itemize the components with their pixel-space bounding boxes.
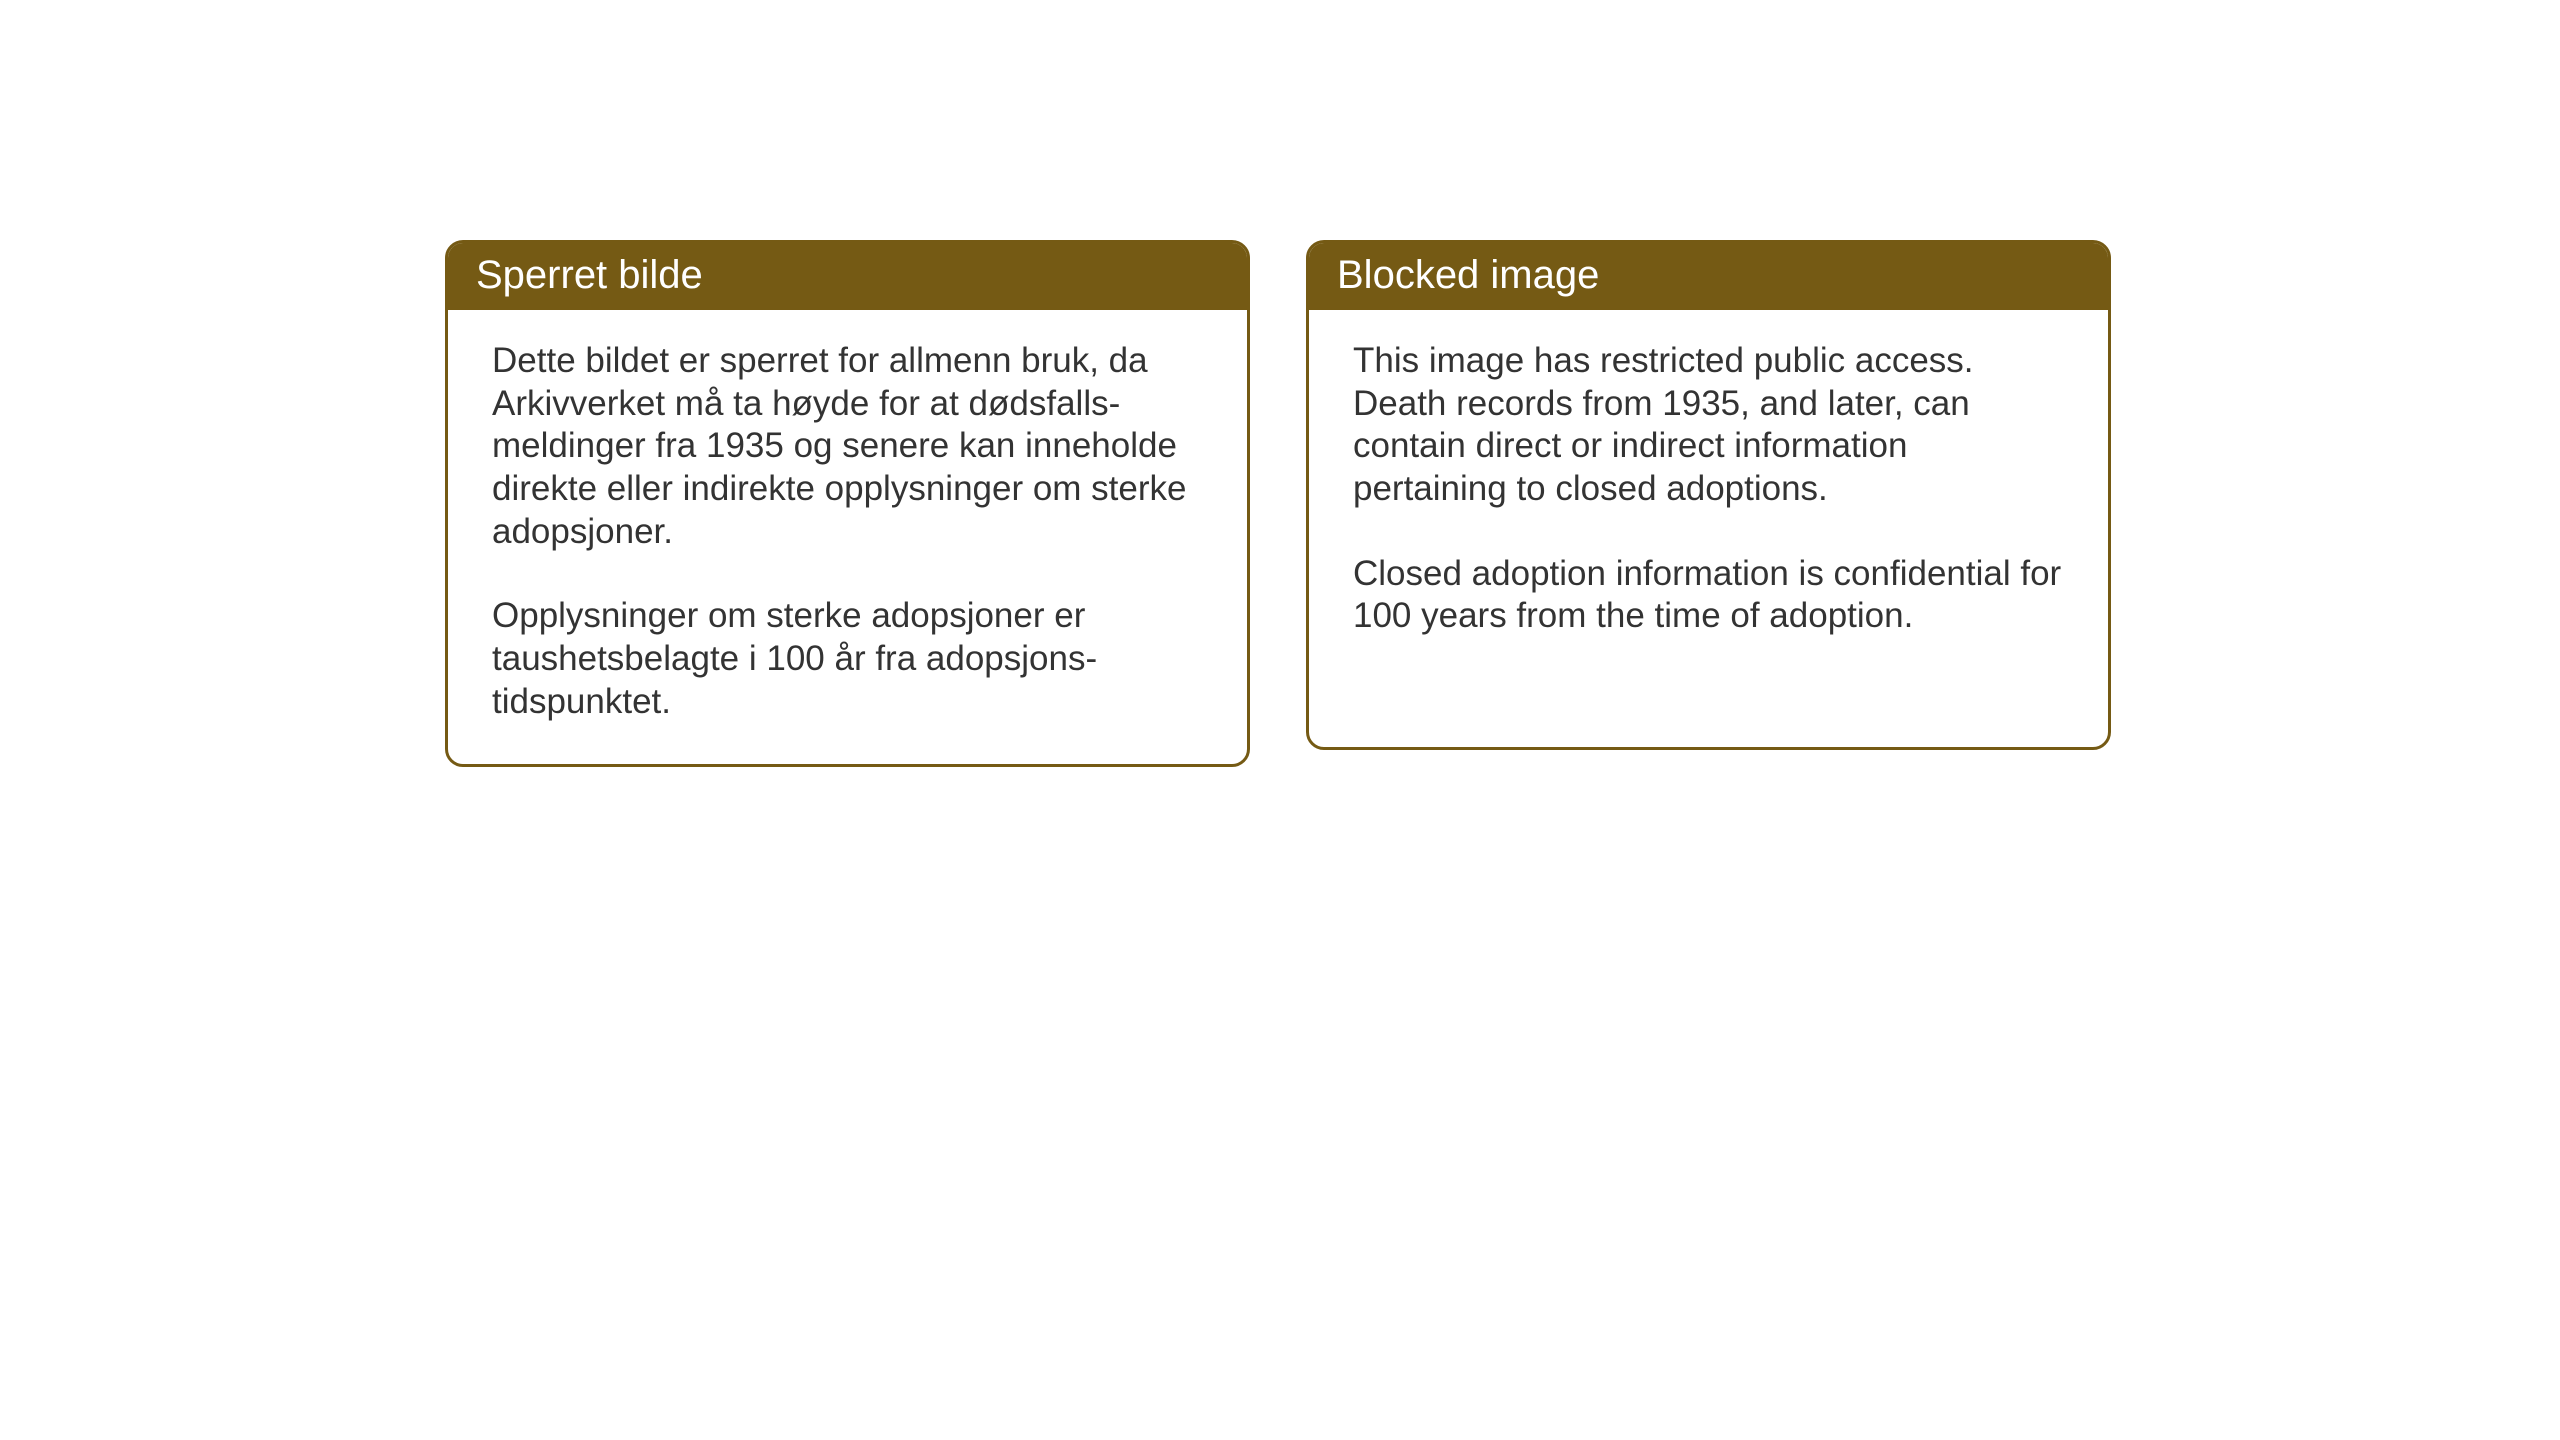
- notice-card-norwegian: Sperret bilde Dette bildet er sperret fo…: [445, 240, 1250, 767]
- card-body-english: This image has restricted public access.…: [1309, 310, 2108, 678]
- card-paragraph-2-english: Closed adoption information is confident…: [1353, 553, 2064, 638]
- card-header-english: Blocked image: [1309, 243, 2108, 310]
- card-paragraph-1-norwegian: Dette bildet er sperret for allmenn bruk…: [492, 340, 1203, 553]
- card-paragraph-2-norwegian: Opplysninger om sterke adopsjoner er tau…: [492, 595, 1203, 723]
- card-title-english: Blocked image: [1337, 253, 1599, 297]
- card-paragraph-1-english: This image has restricted public access.…: [1353, 340, 2064, 511]
- card-title-norwegian: Sperret bilde: [476, 253, 703, 297]
- notice-cards-container: Sperret bilde Dette bildet er sperret fo…: [445, 240, 2111, 767]
- notice-card-english: Blocked image This image has restricted …: [1306, 240, 2111, 750]
- card-header-norwegian: Sperret bilde: [448, 243, 1247, 310]
- card-body-norwegian: Dette bildet er sperret for allmenn bruk…: [448, 310, 1247, 764]
